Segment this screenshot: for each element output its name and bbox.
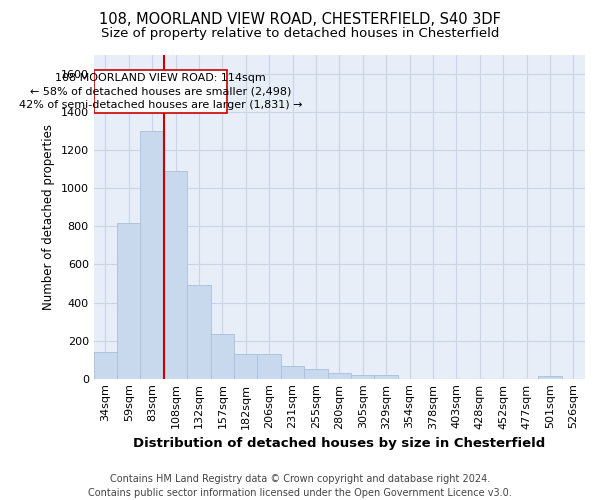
Bar [304, 369, 328, 378]
Bar [117, 222, 140, 378]
Bar [211, 334, 234, 378]
FancyBboxPatch shape [94, 70, 227, 113]
Bar [328, 374, 351, 378]
Text: 108, MOORLAND VIEW ROAD, CHESTERFIELD, S40 3DF: 108, MOORLAND VIEW ROAD, CHESTERFIELD, S… [99, 12, 501, 28]
Bar [234, 354, 257, 378]
Text: 42% of semi-detached houses are larger (1,831) →: 42% of semi-detached houses are larger (… [19, 100, 302, 110]
Bar [538, 376, 562, 378]
Bar [374, 375, 398, 378]
Text: Contains HM Land Registry data © Crown copyright and database right 2024.
Contai: Contains HM Land Registry data © Crown c… [88, 474, 512, 498]
Bar [94, 352, 117, 378]
Y-axis label: Number of detached properties: Number of detached properties [42, 124, 55, 310]
Bar [351, 375, 374, 378]
Bar [257, 354, 281, 378]
Text: ← 58% of detached houses are smaller (2,498): ← 58% of detached houses are smaller (2,… [29, 86, 291, 97]
X-axis label: Distribution of detached houses by size in Chesterfield: Distribution of detached houses by size … [133, 437, 545, 450]
Bar [164, 171, 187, 378]
Bar [140, 131, 164, 378]
Bar [281, 366, 304, 378]
Text: Size of property relative to detached houses in Chesterfield: Size of property relative to detached ho… [101, 28, 499, 40]
Text: 108 MOORLAND VIEW ROAD: 114sqm: 108 MOORLAND VIEW ROAD: 114sqm [55, 73, 266, 83]
Bar [187, 286, 211, 378]
